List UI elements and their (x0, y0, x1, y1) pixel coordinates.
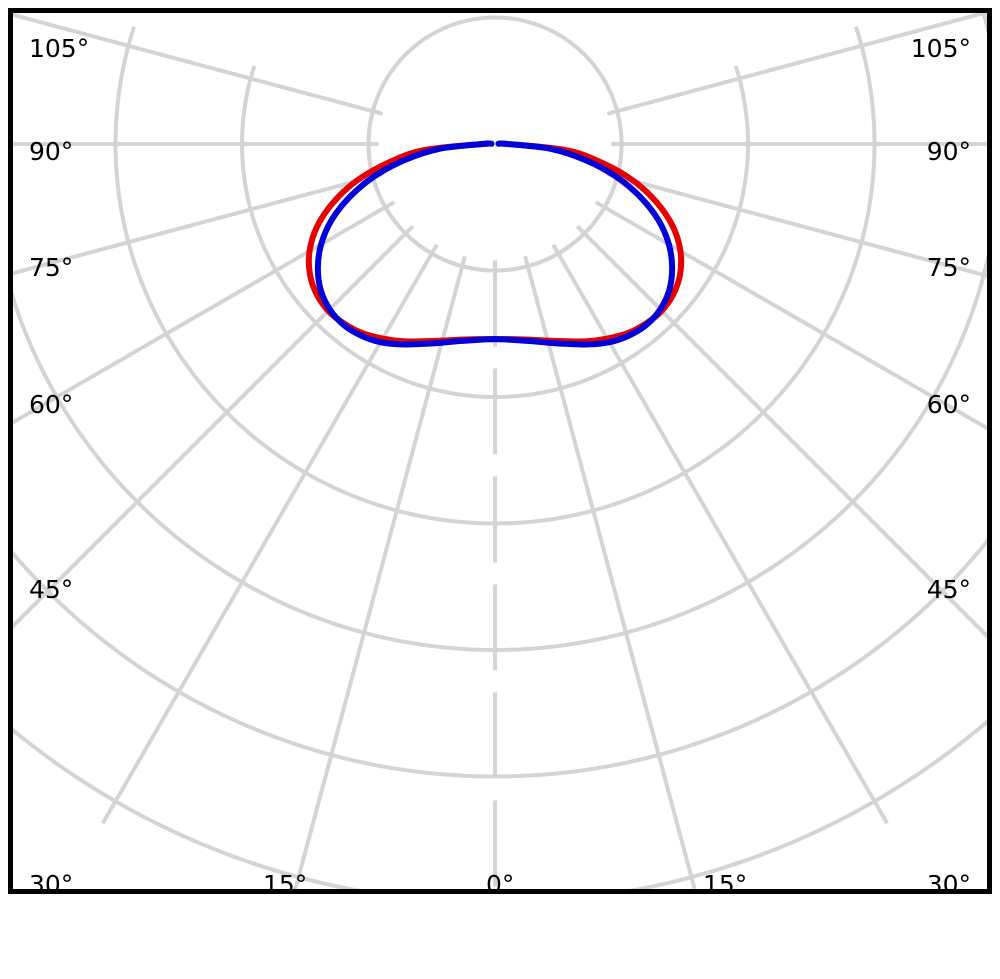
axis-label-right-45deg: 45° (926, 575, 971, 604)
axis-label-left-75deg: 75° (29, 253, 74, 282)
axis-label-bottom-15deg: 15° (703, 870, 748, 894)
grid-spoke--45 (13, 224, 415, 629)
axis-label-right-105deg: 105° (910, 34, 971, 63)
axis-label-right-60deg: 60° (926, 390, 971, 419)
axis-label-bottom-0deg: 0° (486, 870, 515, 894)
footer-bar: cd/klm η = 100% C0 - C180C90 - C270 (0, 894, 1000, 979)
grid-inner-circle (366, 15, 624, 273)
grid-ring-3 (113, 26, 877, 526)
axis-label-right-30deg: 30° (926, 870, 971, 894)
grid-spoke-75 (606, 172, 987, 278)
grid-spoke-105 (606, 13, 987, 116)
axis-label-left-45deg: 45° (29, 575, 74, 604)
axis-label-right-90deg: 90° (926, 137, 971, 166)
axis-label-left-90deg: 90° (29, 137, 74, 166)
grid-spoke-15 (523, 255, 697, 889)
grid-spoke--60 (13, 200, 396, 425)
grid-spoke-45 (575, 224, 987, 639)
axis-label-right-75deg: 75° (926, 253, 971, 282)
polar-curves (305, 140, 685, 348)
axis-label-left-30deg: 30° (29, 870, 74, 894)
grid-spoke-60 (594, 200, 987, 431)
curve-series-1 (314, 140, 676, 348)
axis-label-left-105deg: 105° (29, 34, 90, 63)
grid-ring-2 (240, 65, 750, 400)
grid-spoke--15 (293, 255, 467, 889)
axis-label-bottom-15deg: 15° (263, 870, 308, 894)
polar-grid (13, 13, 987, 889)
grid-ring-1 (366, 104, 624, 273)
axis-label-left-60deg: 60° (29, 390, 74, 419)
grid-ring-4 (13, 13, 987, 653)
polar-grid-and-curves (13, 13, 987, 889)
grid-spoke--75 (13, 172, 384, 276)
grid-spoke--105 (13, 13, 384, 116)
grid-ring-5 (13, 538, 987, 779)
polar-plot-frame: 105° 90° 75° 60° 45° 30° 105° 90° 75° 60° 45° 30° 15… (8, 8, 992, 894)
